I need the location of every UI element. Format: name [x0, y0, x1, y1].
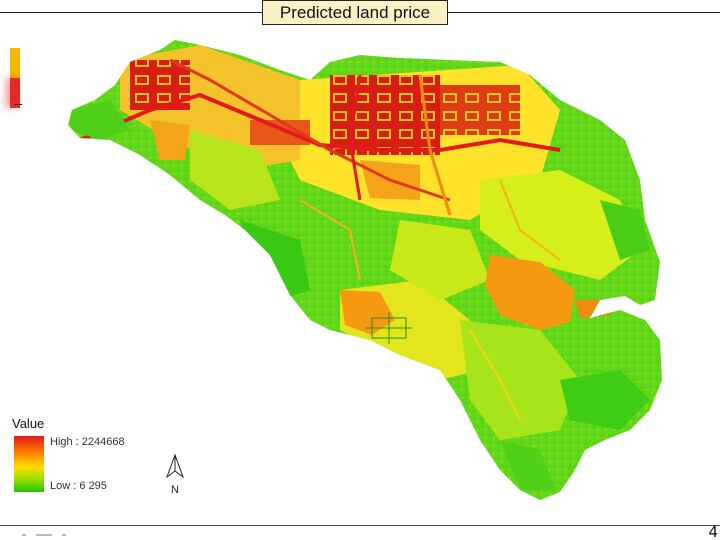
legend: Value High : 2244668 Low : 6 295 — [12, 416, 172, 500]
grid-marker — [366, 312, 412, 344]
north-label: N — [171, 484, 179, 496]
map-title-text: Predicted land price — [279, 2, 431, 22]
left-accent-red — [10, 78, 20, 108]
footer-decoration — [22, 534, 82, 538]
legend-title: Value — [12, 416, 45, 431]
left-accent-bar — [10, 48, 20, 108]
map-title: Predicted land price — [262, 0, 448, 25]
bottom-rule — [0, 525, 720, 526]
left-tick — [14, 104, 22, 105]
legend-high-label: High : 2244668 — [50, 436, 125, 448]
legend-low-label: Low : 6 295 — [50, 480, 107, 492]
left-accent-yellow — [10, 48, 20, 78]
legend-color-ramp — [14, 436, 44, 492]
north-arrow-icon: N — [165, 453, 185, 496]
page-number: 4 — [708, 523, 718, 540]
